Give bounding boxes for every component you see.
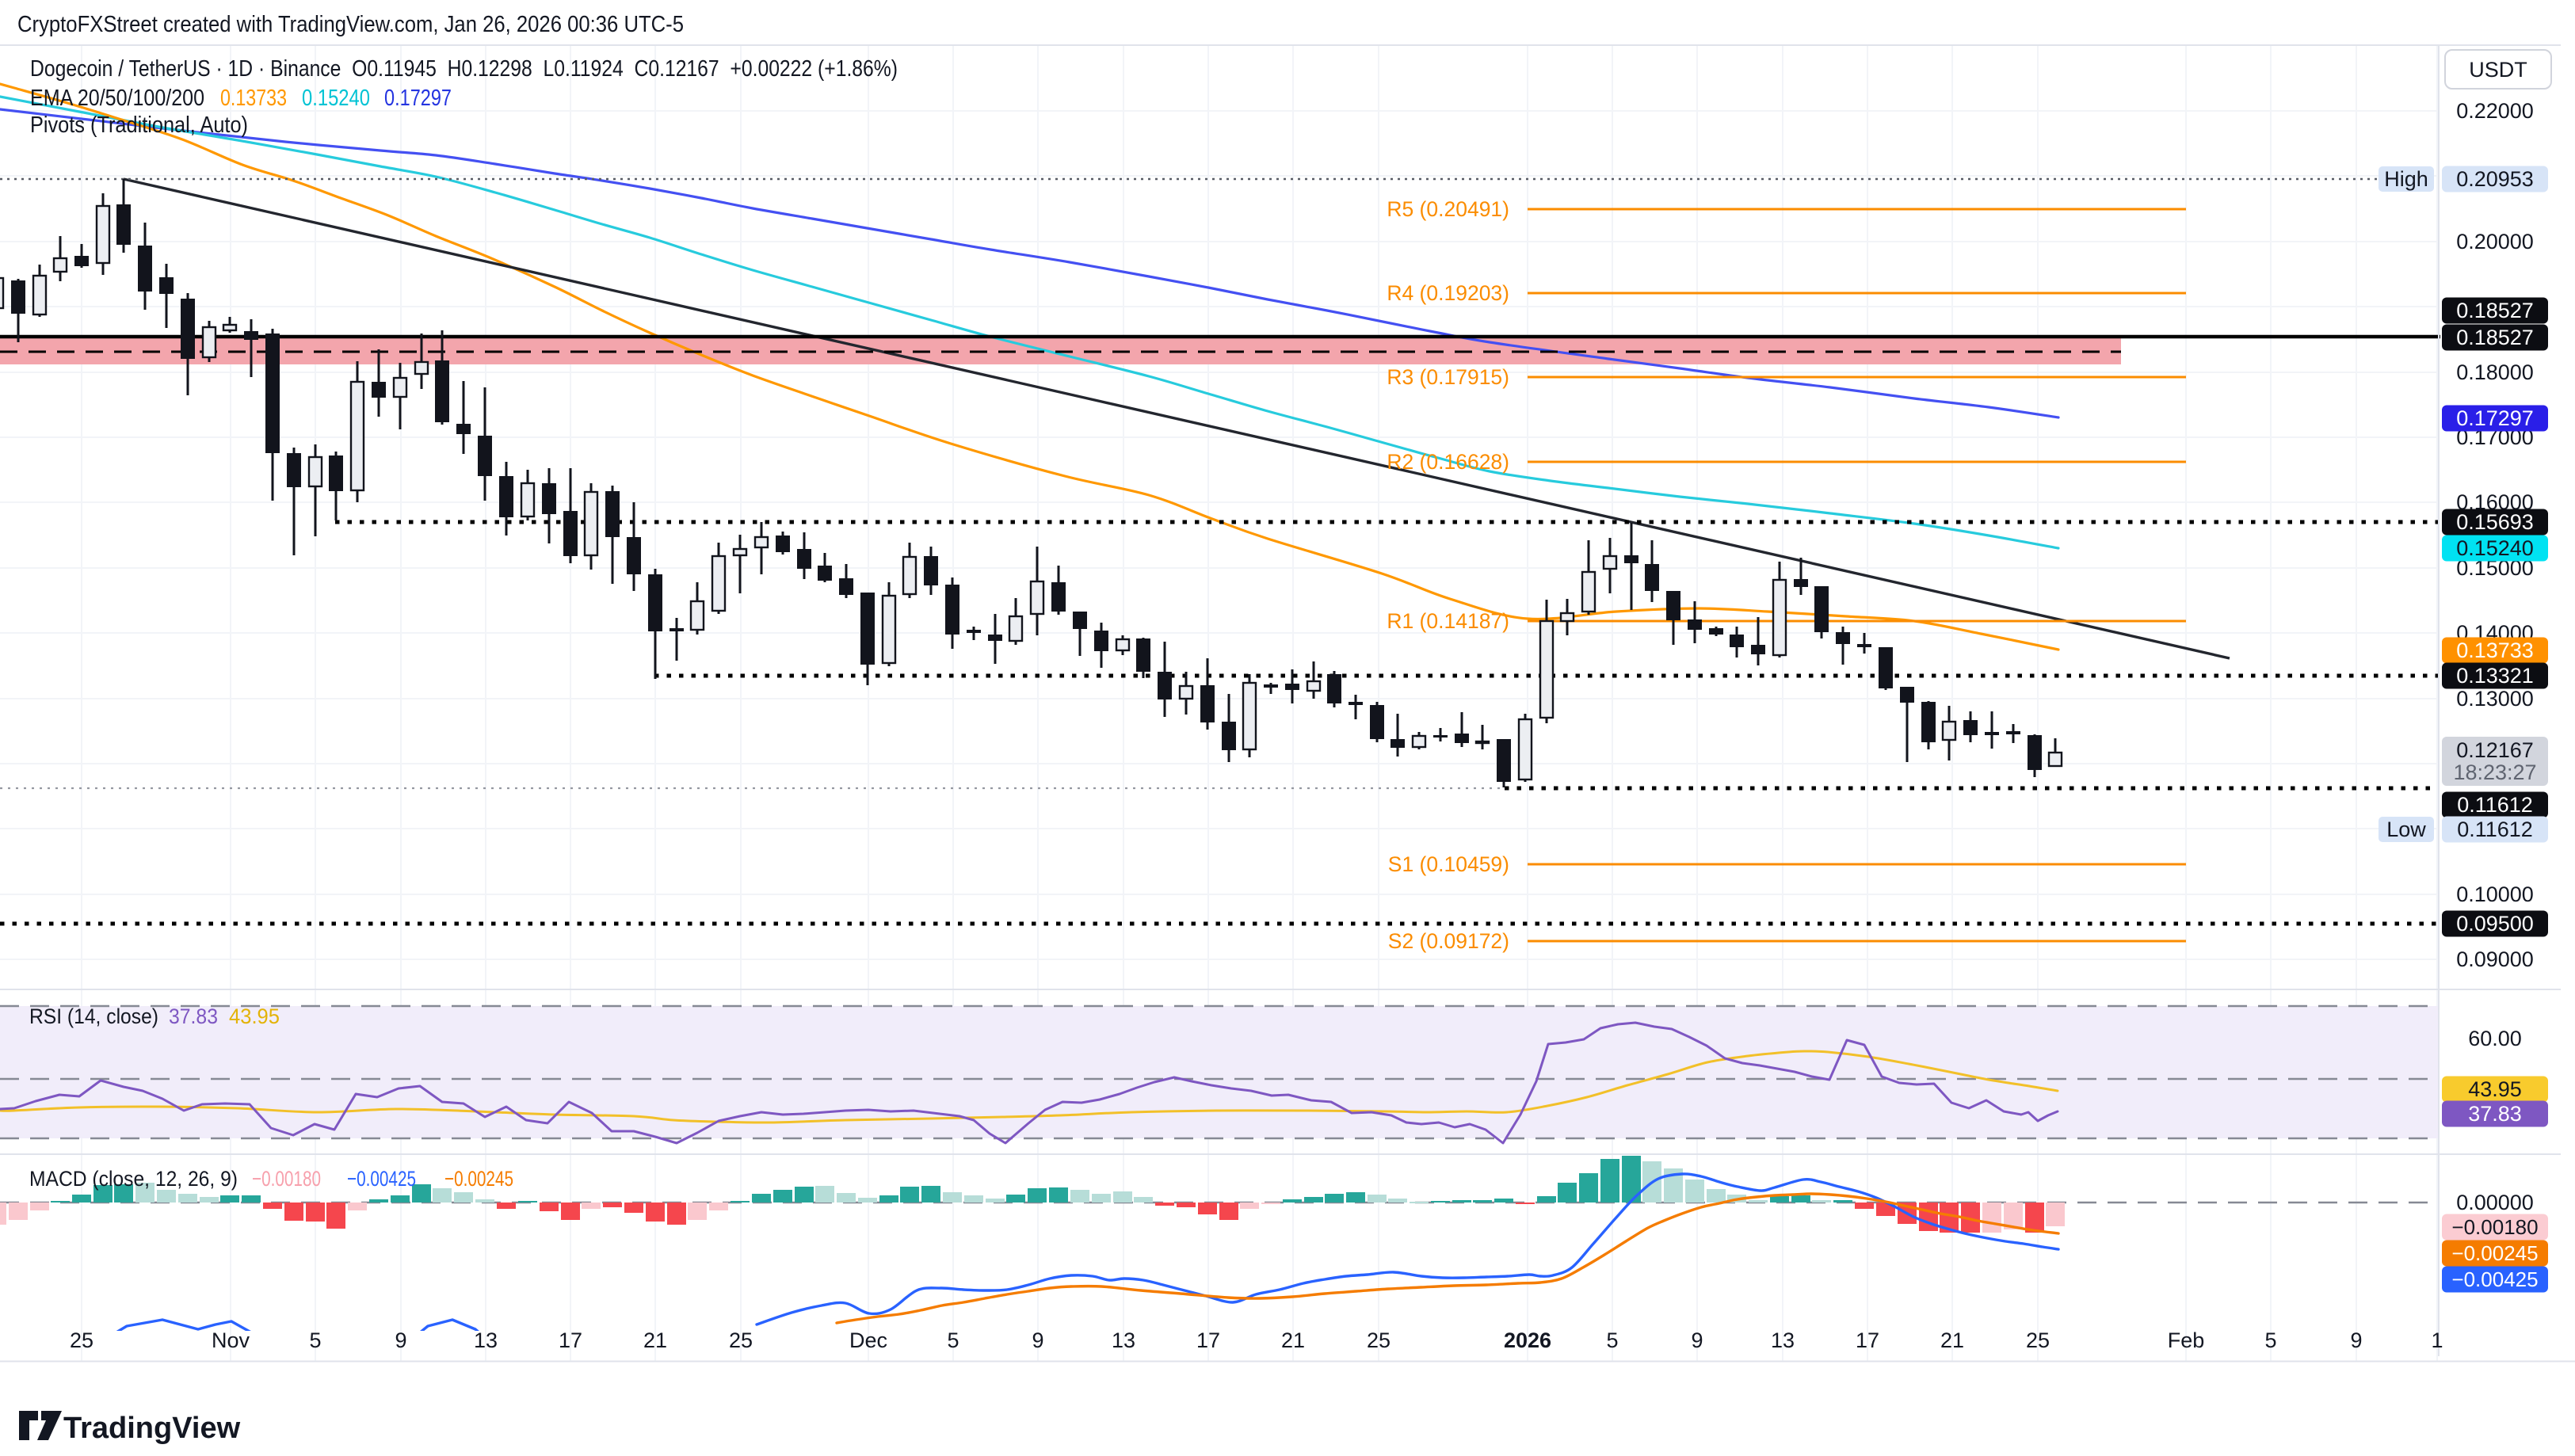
svg-text:Nov: Nov	[212, 1328, 250, 1352]
svg-text:0.15240: 0.15240	[302, 86, 370, 111]
svg-text:13: 13	[474, 1328, 498, 1352]
svg-text:−0.00245: −0.00245	[444, 1167, 513, 1191]
svg-text:−0.00245: −0.00245	[2451, 1241, 2538, 1265]
svg-text:Feb: Feb	[2168, 1328, 2205, 1352]
svg-text:−0.00180: −0.00180	[2451, 1215, 2538, 1239]
svg-text:S1 (0.10459): S1 (0.10459)	[1388, 852, 1509, 876]
svg-text:5: 5	[947, 1328, 959, 1352]
svg-text:37.83: 37.83	[169, 1004, 218, 1028]
svg-text:9: 9	[1691, 1328, 1703, 1352]
svg-text:9: 9	[2350, 1328, 2362, 1352]
svg-text:0.10000: 0.10000	[2456, 882, 2534, 906]
svg-text:60.00: 60.00	[2468, 1027, 2522, 1050]
svg-text:9: 9	[1032, 1328, 1043, 1352]
svg-text:USDT: USDT	[2469, 58, 2527, 82]
svg-text:0.11612: 0.11612	[2457, 793, 2533, 817]
svg-text:0.18527: 0.18527	[2456, 326, 2534, 349]
svg-text:0.09000: 0.09000	[2456, 947, 2534, 971]
svg-text:0.18527: 0.18527	[2456, 299, 2534, 322]
svg-text:9: 9	[395, 1328, 406, 1352]
svg-text:−0.00180: −0.00180	[252, 1167, 321, 1191]
svg-text:R4 (0.19203): R4 (0.19203)	[1387, 281, 1509, 305]
svg-text:37.83: 37.83	[2468, 1102, 2522, 1126]
svg-text:0.20953: 0.20953	[2456, 167, 2534, 191]
svg-text:−0.00425: −0.00425	[347, 1167, 416, 1191]
svg-text:0.11612: 0.11612	[2457, 818, 2533, 841]
svg-text:0.13321: 0.13321	[2456, 664, 2534, 688]
svg-text:2026: 2026	[1504, 1328, 1551, 1352]
svg-text:0.15693: 0.15693	[2456, 510, 2534, 534]
svg-text:RSI (14, close): RSI (14, close)	[29, 1004, 158, 1028]
svg-text:R5 (0.20491): R5 (0.20491)	[1387, 197, 1509, 221]
svg-text:5: 5	[2264, 1328, 2276, 1352]
svg-text:25: 25	[70, 1328, 93, 1352]
svg-text:0.20000: 0.20000	[2456, 230, 2534, 253]
svg-text:TradingView: TradingView	[63, 1412, 241, 1445]
svg-text:43.95: 43.95	[2468, 1077, 2522, 1101]
svg-text:25: 25	[2026, 1328, 2050, 1352]
svg-text:21: 21	[1940, 1328, 1964, 1352]
svg-text:0.22000: 0.22000	[2456, 99, 2534, 123]
svg-text:0.00000: 0.00000	[2456, 1191, 2534, 1214]
svg-text:17: 17	[1856, 1328, 1879, 1352]
svg-text:0.17297: 0.17297	[384, 86, 452, 111]
svg-text:0.15240: 0.15240	[2456, 536, 2534, 560]
svg-text:0.12167: 0.12167	[2456, 738, 2534, 762]
svg-text:R2 (0.16628): R2 (0.16628)	[1387, 450, 1509, 474]
svg-text:R1 (0.14187): R1 (0.14187)	[1387, 609, 1509, 633]
svg-text:S2 (0.09172): S2 (0.09172)	[1388, 929, 1509, 953]
svg-text:Dec: Dec	[849, 1328, 887, 1352]
svg-text:25: 25	[729, 1328, 753, 1352]
svg-text:0.13733: 0.13733	[220, 86, 287, 111]
svg-text:CryptoFXStreet created with Tr: CryptoFXStreet created with TradingView.…	[17, 12, 684, 37]
svg-text:Low: Low	[2386, 818, 2426, 841]
svg-text:21: 21	[1281, 1328, 1305, 1352]
svg-text:17: 17	[559, 1328, 582, 1352]
svg-text:Pivots (Traditional, Auto): Pivots (Traditional, Auto)	[30, 112, 248, 138]
svg-text:0.18000: 0.18000	[2456, 360, 2534, 384]
svg-text:High: High	[2384, 167, 2428, 191]
svg-text:0.13000: 0.13000	[2456, 687, 2534, 711]
svg-text:0.09500: 0.09500	[2456, 912, 2534, 936]
svg-text:18:23:27: 18:23:27	[2453, 760, 2536, 784]
svg-text:Dogecoin / TetherUS · 1D · Bin: Dogecoin / TetherUS · 1D · Binance O0.11…	[30, 56, 898, 82]
svg-text:EMA 20/50/100/200: EMA 20/50/100/200	[30, 86, 204, 111]
svg-text:13: 13	[1112, 1328, 1135, 1352]
svg-text:17: 17	[1196, 1328, 1220, 1352]
svg-text:R3 (0.17915): R3 (0.17915)	[1387, 365, 1509, 389]
svg-text:−0.00425: −0.00425	[2451, 1267, 2538, 1291]
svg-text:0.17297: 0.17297	[2456, 406, 2534, 430]
svg-text:MACD (close, 12, 26, 9): MACD (close, 12, 26, 9)	[29, 1167, 238, 1191]
svg-text:5: 5	[1606, 1328, 1618, 1352]
svg-text:1: 1	[2431, 1328, 2443, 1352]
svg-text:25: 25	[1367, 1328, 1390, 1352]
svg-text:43.95: 43.95	[229, 1004, 280, 1028]
svg-text:21: 21	[643, 1328, 667, 1352]
svg-text:5: 5	[309, 1328, 321, 1352]
svg-text:0.13733: 0.13733	[2456, 638, 2534, 662]
svg-text:13: 13	[1771, 1328, 1795, 1352]
